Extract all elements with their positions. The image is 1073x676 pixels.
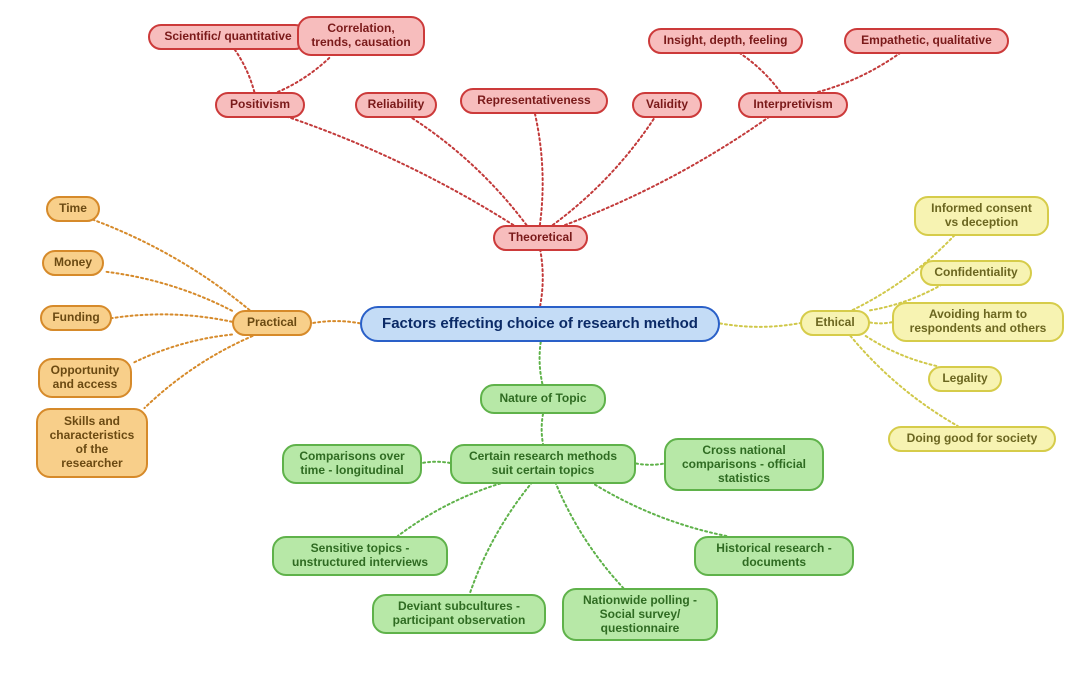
node-doinggood: Doing good for society <box>888 426 1056 452</box>
edge-certain-crossnational <box>636 463 664 464</box>
edge-practical-skills <box>145 336 253 408</box>
edge-theoretical-reliability <box>409 116 527 225</box>
node-funding: Funding <box>40 305 112 331</box>
node-interpretivism: Interpretivism <box>738 92 848 118</box>
edge-theoretical-positivism <box>285 116 513 225</box>
edge-nature-certain <box>542 414 543 444</box>
node-empathetic: Empathetic, qualitative <box>844 28 1009 54</box>
edge-positivism-correlation <box>278 56 331 92</box>
node-crossnational: Cross national comparisons - official st… <box>664 438 824 491</box>
edge-interpretivism-insight <box>738 52 780 92</box>
edge-practical-money <box>104 272 232 311</box>
node-opportunity: Opportunity and access <box>38 358 132 398</box>
node-deviant: Deviant subcultures - participant observ… <box>372 594 546 634</box>
edge-certain-sensitive <box>398 482 505 536</box>
edge-certain-polling <box>555 482 623 588</box>
edge-practical-opportunity <box>132 335 232 364</box>
node-validity: Validity <box>632 92 702 118</box>
edge-positivism-scientific <box>234 48 255 92</box>
node-money: Money <box>42 250 104 276</box>
edge-certain-comparisons <box>422 462 450 463</box>
node-ethical: Ethical <box>800 310 870 336</box>
edge-ethical-harm <box>870 322 892 323</box>
node-skills: Skills and characteristics of the resear… <box>36 408 148 478</box>
edge-theoretical-validity <box>553 116 656 225</box>
node-sensitive: Sensitive topics - unstructured intervie… <box>272 536 448 576</box>
node-polling: Nationwide polling - Social survey/ ques… <box>562 588 718 641</box>
node-legality: Legality <box>928 366 1002 392</box>
edge-center-theoretical <box>540 251 543 306</box>
node-time: Time <box>46 196 100 222</box>
edge-interpretivism-empathetic <box>818 52 901 92</box>
node-consent: Informed consent vs deception <box>914 196 1049 236</box>
node-confidentiality: Confidentiality <box>920 260 1032 286</box>
mindmap-canvas: Factors effecting choice of research met… <box>0 0 1073 676</box>
edge-theoretical-interpretivism <box>565 116 770 225</box>
node-representativeness: Representativeness <box>460 88 608 114</box>
node-comparisons: Comparisons over time - longitudinal <box>282 444 422 484</box>
node-correlation: Correlation, trends, causation <box>297 16 425 56</box>
edge-practical-funding <box>112 314 232 321</box>
node-reliability: Reliability <box>355 92 437 118</box>
node-center: Factors effecting choice of research met… <box>360 306 720 342</box>
node-historical: Historical research - documents <box>694 536 854 576</box>
edge-center-practical <box>312 321 360 323</box>
node-scientific: Scientific/ quantitative <box>148 24 308 50</box>
edge-certain-deviant <box>470 482 533 594</box>
node-certain: Certain research methods suit certain to… <box>450 444 636 484</box>
node-theoretical: Theoretical <box>493 225 588 251</box>
edge-center-ethical <box>720 323 800 327</box>
node-nature: Nature of Topic <box>480 384 606 414</box>
node-insight: Insight, depth, feeling <box>648 28 803 54</box>
node-practical: Practical <box>232 310 312 336</box>
edge-center-nature <box>540 342 543 384</box>
edge-theoretical-representativeness <box>535 112 543 225</box>
node-harm: Avoiding harm to respondents and others <box>892 302 1064 342</box>
node-positivism: Positivism <box>215 92 305 118</box>
edge-practical-time <box>94 220 250 310</box>
